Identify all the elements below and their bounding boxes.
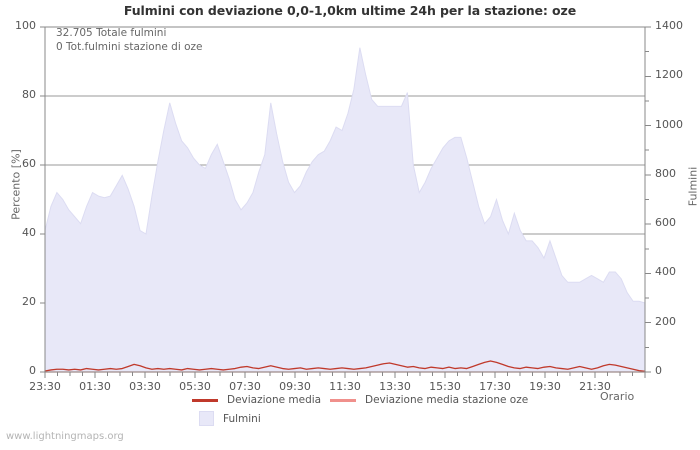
line-series-deviazione-media bbox=[44, 360, 646, 372]
legend-line-swatch bbox=[330, 398, 356, 402]
x-axis-tick-label: 17:30 bbox=[479, 380, 511, 393]
chart-annotation: 32.705 Totale fulmini 0 Tot.fulmini staz… bbox=[56, 27, 203, 54]
y-axis-right-tick-label: 1200 bbox=[655, 68, 683, 82]
y-axis-left-tick-label: 20 bbox=[22, 295, 36, 308]
x-axis-tick-label: 07:30 bbox=[229, 380, 261, 393]
watermark: www.lightningmaps.org bbox=[6, 431, 124, 442]
area-series-fulmini bbox=[44, 47, 646, 373]
y-axis-right-tick-label: 0 bbox=[655, 364, 662, 377]
y-axis-left-tick-label: 100 bbox=[15, 19, 36, 32]
y-axis-right-tick-label: 200 bbox=[655, 314, 676, 328]
legend-line-swatch bbox=[192, 398, 218, 402]
annotation-station-lightning: 0 Tot.fulmini stazione di oze bbox=[56, 40, 203, 53]
y-axis-left-title: Percento [%] bbox=[9, 149, 23, 220]
y-axis-left-tick-label: 0 bbox=[29, 364, 36, 377]
x-axis-tick-label: 03:30 bbox=[129, 380, 161, 393]
y-axis-left-ticks bbox=[40, 26, 45, 373]
x-axis-tick-label: 11:30 bbox=[329, 380, 361, 393]
legend-item[interactable]: Deviazione media bbox=[192, 394, 321, 406]
chart-title: Fulmini con deviazione 0,0-1,0km ultime … bbox=[123, 3, 577, 18]
legend-item[interactable]: Fulmini bbox=[192, 411, 261, 426]
y-axis-left-tick-label: 80 bbox=[22, 88, 36, 101]
y-axis-left-tick-label: 60 bbox=[22, 157, 36, 170]
legend-area-swatch bbox=[199, 411, 214, 426]
legend-item-label: Deviazione media bbox=[227, 394, 322, 406]
legend-item-label: Deviazione media stazione oze bbox=[365, 394, 529, 406]
annotation-total-lightning: 32.705 Totale fulmini bbox=[56, 27, 167, 39]
y-axis-left-tick-label: 40 bbox=[22, 226, 36, 239]
y-axis-right-tick-label: 800 bbox=[655, 166, 676, 180]
x-axis-tick-label: 21:30 bbox=[579, 380, 611, 393]
x-axis-title: Orario bbox=[600, 390, 635, 403]
y-axis-right-title: Fulmini bbox=[686, 166, 700, 207]
x-axis-tick-label: 13:30 bbox=[379, 380, 411, 393]
legend-item[interactable]: Deviazione media stazione oze bbox=[330, 394, 528, 406]
y-axis-right-ticks bbox=[645, 26, 651, 373]
x-axis-tick-label: 23:30 bbox=[29, 380, 61, 393]
x-axis-tick-label: 05:30 bbox=[179, 380, 211, 393]
x-axis-tick-label: 01:30 bbox=[79, 380, 111, 393]
x-axis-tick-label: 19:30 bbox=[529, 380, 561, 393]
y-axis-right-tick-label: 1000 bbox=[655, 117, 683, 131]
y-axis-right-tick-label: 1400 bbox=[655, 19, 683, 32]
x-axis-ticks bbox=[44, 372, 646, 378]
y-axis-right-tick-label: 400 bbox=[655, 265, 676, 279]
legend-item-label: Fulmini bbox=[223, 412, 261, 425]
x-axis-tick-label: 09:30 bbox=[279, 380, 311, 393]
x-axis-tick-label: 15:30 bbox=[429, 380, 461, 393]
y-axis-right-tick-label: 600 bbox=[655, 216, 676, 230]
